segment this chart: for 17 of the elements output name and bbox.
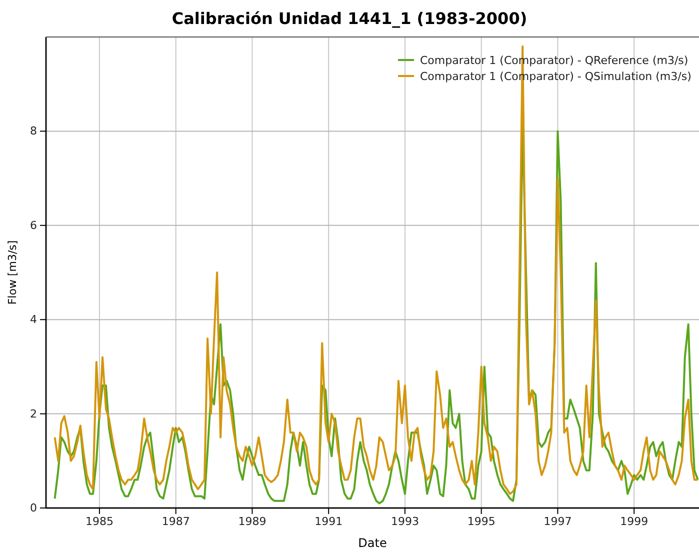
y-axis-title: Flow [m3/s] [6,240,19,305]
x-axis-title: Date [358,536,387,550]
x-tick-label: 1995 [467,514,496,528]
x-tick-label: 1985 [85,514,114,528]
x-tick-label: 1997 [544,514,572,528]
x-tick-label: 1999 [620,514,648,528]
line-series [54,45,699,495]
y-tick-label: 0 [30,502,37,515]
x-tick-label: 1991 [314,514,343,528]
x-tick-label: 1993 [390,514,419,528]
y-tick-label: 4 [30,313,37,326]
y-tick-label: 6 [30,218,37,232]
chart-title: Calibración Unidad 1441_1 (1983-2000) [172,9,528,28]
y-tick-label: 8 [30,124,37,138]
y-tick-label: 2 [30,407,37,420]
x-tick-label: 1987 [162,514,190,528]
x-tick-label: 1989 [238,514,266,528]
